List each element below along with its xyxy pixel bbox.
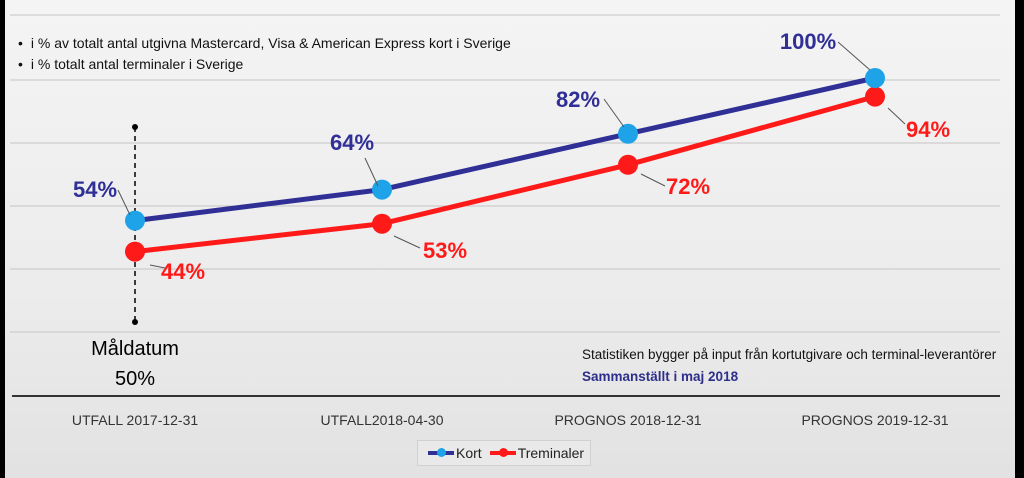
x-tick-label: PROGNOS 2019-12-31 [801,412,948,428]
data-point-kort [618,123,638,144]
data-point-treminaler [618,154,638,175]
legend-item-kort: Kort [428,445,482,461]
compiled-note: Sammanställt i maj 2018 [582,369,739,384]
data-label-treminaler: 44% [161,259,205,284]
data-labels: 54% 64% 82% 100% 44% 53% 72% 94% [73,29,950,284]
data-point-treminaler [372,213,392,234]
data-point-kort [125,210,145,231]
label-leader [393,235,421,249]
label-leader [149,264,166,269]
series-lines [125,68,885,262]
data-label-treminaler: 72% [666,174,710,199]
legend-item-treminaler: Treminaler [489,445,585,461]
data-point-treminaler [865,86,885,107]
x-tick-label: UTFALL 2017-12-31 [72,412,199,428]
target-line-end [132,124,138,130]
x-axis: UTFALL 2017-12-31 UTFALL2018-04-30 PROGNOS… [12,395,1000,428]
legend-swatch-kort [428,448,454,457]
label-leader [603,98,625,128]
data-point-treminaler [125,241,145,262]
label-leader [837,41,871,71]
target-marker [132,124,138,325]
data-point-kort [372,179,392,200]
data-label-treminaler: 53% [423,238,467,263]
label-leader [640,173,666,187]
legend-label-kort: Kort [456,445,482,461]
legend: Kort Treminaler [417,440,591,466]
target-date-value: 50% [114,368,156,390]
data-label-kort: 64% [330,130,374,155]
legend-label-treminaler: Treminaler [517,445,585,461]
data-label-kort: 54% [73,177,117,202]
x-tick-label: PROGNOS 2018-12-31 [554,412,701,428]
grid-lines [10,14,1000,333]
series-line-treminaler [134,94,876,255]
label-leader [887,107,906,125]
data-label-kort: 100% [780,29,836,54]
label-leader [117,189,131,216]
data-label-kort: 82% [556,87,600,112]
target-date-label: Måldatum [91,338,179,360]
x-tick-label: UTFALL2018-04-30 [321,412,444,428]
label-leader [364,157,379,187]
data-point-kort [865,68,885,88]
note-kort: i % av totalt antal utgivna Mastercard, … [18,35,511,51]
note-terminaler: i % totalt antal terminaler i Sverige [18,56,243,72]
source-note: Statistiken bygger på input från kortutg… [582,347,997,362]
data-label-treminaler: 94% [906,117,950,142]
target-line-end [132,319,138,325]
series-line-kort [134,75,876,224]
legend-swatch-treminaler [489,448,516,457]
